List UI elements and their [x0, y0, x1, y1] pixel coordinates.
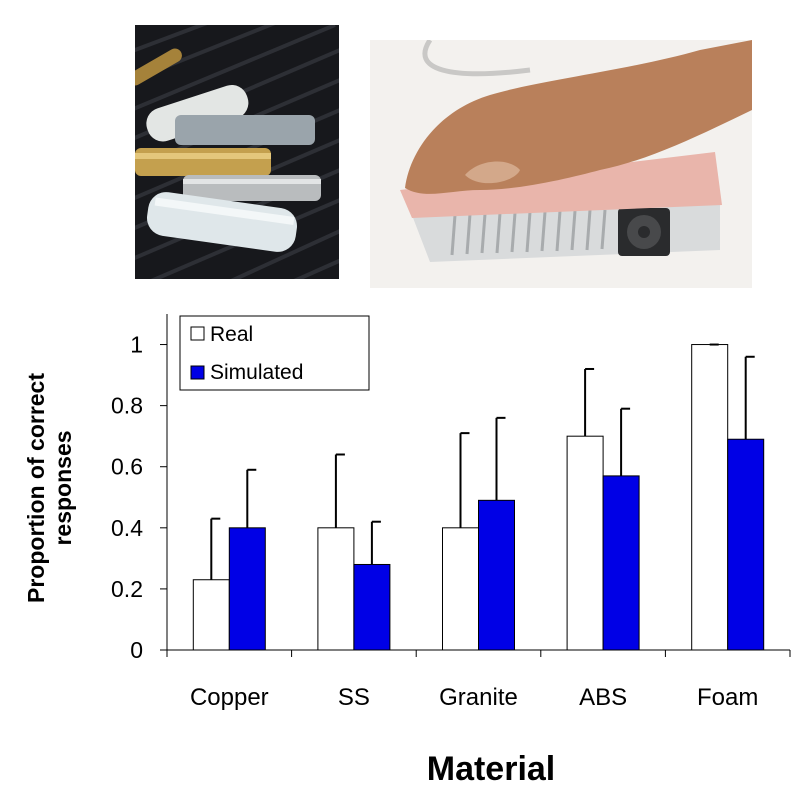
- x-tick-label: Foam: [697, 684, 758, 711]
- y-tick-label: 0.6: [111, 454, 143, 480]
- y-tick-label: 0.2: [111, 576, 143, 602]
- y-axis-label: Proportion of correctresponses: [23, 373, 76, 603]
- thermal-display-photo: [370, 40, 752, 288]
- bar-real: [317, 527, 355, 651]
- x-tick-label: ABS: [579, 684, 627, 711]
- bar-real: [192, 579, 230, 651]
- x-tick-label: Copper: [190, 684, 269, 711]
- bar-real: [691, 344, 729, 651]
- y-tick-label: 0.8: [111, 393, 143, 419]
- x-tick-label: SS: [338, 684, 370, 711]
- bar-simulated: [478, 499, 515, 651]
- y-tick-label: 0.4: [111, 515, 143, 541]
- legend-frame: [179, 315, 370, 391]
- legend-label-real: Real: [210, 323, 253, 346]
- legend-label-simulated: Simulated: [210, 361, 303, 384]
- x-axis-label: Material: [427, 750, 556, 788]
- legend: Real Simulated: [179, 315, 370, 391]
- bar-simulated: [228, 527, 266, 651]
- y-tick-label: 1: [130, 332, 143, 358]
- bar-simulated: [602, 475, 640, 651]
- material-samples-photo: [135, 25, 339, 279]
- bar-real: [442, 527, 479, 651]
- legend-swatch-real: [190, 326, 205, 341]
- x-tick-label: Granite: [439, 684, 518, 711]
- bar-real: [566, 435, 604, 651]
- bar-chart: 0 0.2 0.4 0.6 0.8 1 Copper SS Granite ABS Foam Pro…: [23, 314, 791, 788]
- bar-simulated: [353, 563, 391, 651]
- legend-swatch-simulated: [190, 365, 205, 380]
- y-tick-label: 0: [130, 637, 143, 663]
- bar-simulated: [727, 438, 765, 651]
